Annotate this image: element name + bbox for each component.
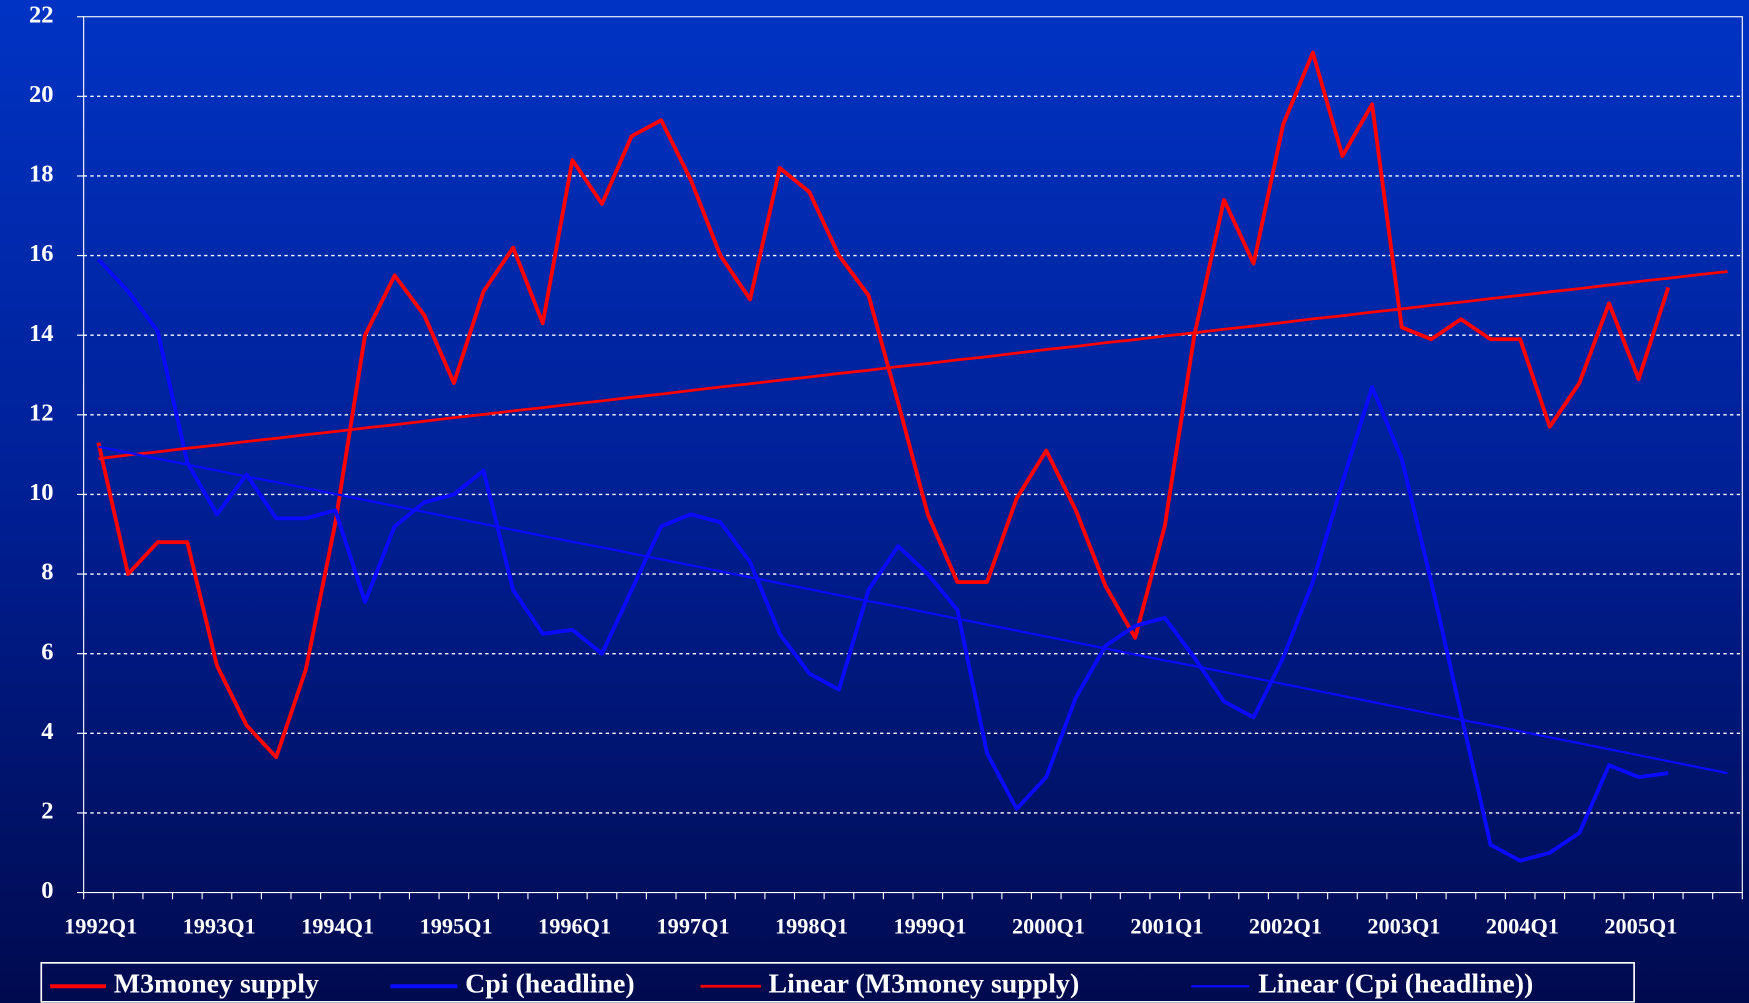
series-line: [98, 270, 1728, 461]
x-tick-label: 1995Q1: [420, 913, 493, 938]
x-tick-label: 1994Q1: [301, 913, 374, 938]
x-tick-label: 2004Q1: [1486, 913, 1559, 938]
x-tick-label: 1998Q1: [775, 913, 848, 938]
x-tick-label: 1992Q1: [64, 913, 137, 938]
y-tick-label: 20: [29, 81, 54, 108]
y-tick-label: 0: [41, 877, 53, 904]
legend-label: Cpi (headline): [465, 969, 635, 1000]
y-tick-label: 2: [41, 798, 53, 825]
legend-label: Linear (M3money supply): [769, 969, 1080, 1000]
x-tick-label: 2001Q1: [1130, 913, 1203, 938]
y-tick-label: 8: [41, 559, 53, 586]
y-tick-label: 6: [41, 638, 53, 665]
x-tick-label: 1996Q1: [538, 913, 611, 938]
series-line: [97, 258, 1669, 863]
x-tick-label: 2003Q1: [1367, 913, 1440, 938]
x-tick-label: 2005Q1: [1604, 913, 1677, 938]
y-tick-label: 16: [29, 240, 54, 267]
y-tick-label: 4: [41, 718, 53, 745]
legend-label: M3money supply: [114, 969, 319, 1000]
y-tick-label: 22: [29, 1, 54, 28]
y-tick-label: 14: [29, 320, 54, 347]
legend-box: [40, 961, 1635, 1003]
x-tick-label: 1997Q1: [657, 913, 730, 938]
y-tick-label: 10: [29, 479, 54, 506]
x-tick-label: 1999Q1: [893, 913, 966, 938]
y-tick-label: 18: [29, 161, 54, 188]
x-tick-label: 2000Q1: [1012, 913, 1085, 938]
y-tick-label: 12: [29, 399, 54, 426]
legend-label: Linear (Cpi (headline)): [1258, 969, 1533, 1000]
series-line: [98, 445, 1728, 775]
x-tick-label: 2002Q1: [1249, 913, 1322, 938]
x-tick-label: 1993Q1: [183, 913, 256, 938]
series-line: [96, 50, 1671, 760]
